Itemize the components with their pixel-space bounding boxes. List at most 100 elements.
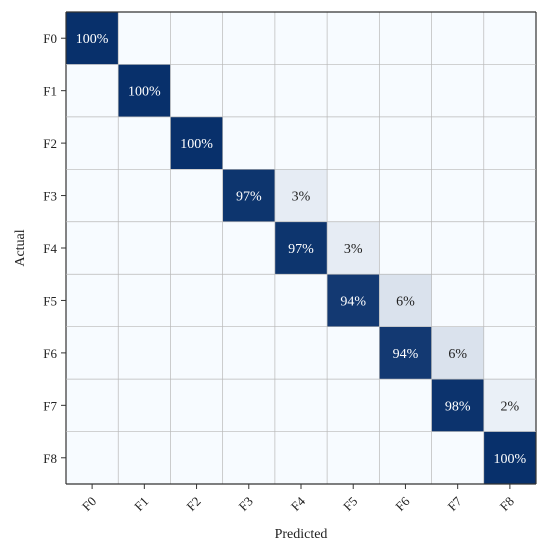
y-tick-label-F4: F4 bbox=[43, 241, 57, 256]
heatmap-cell-F4-F8 bbox=[483, 221, 536, 275]
heatmap-cell-F5-F8 bbox=[483, 274, 536, 327]
heatmap-cell-F2-F4 bbox=[274, 116, 328, 170]
cell-label-F2-F2: 100% bbox=[180, 137, 213, 152]
heatmap-cell-F7-F5 bbox=[327, 379, 380, 432]
heatmap-cell-F2-F5 bbox=[327, 116, 380, 170]
y-tick-label-F7: F7 bbox=[43, 398, 57, 413]
heatmap-cell-F0-F4 bbox=[274, 12, 328, 65]
heatmap-cell-F5-F4 bbox=[274, 274, 328, 327]
y-tick-label-F5: F5 bbox=[43, 293, 57, 308]
heatmap-cell-F0-F5 bbox=[327, 12, 380, 65]
heatmap-cell-F4-F7 bbox=[431, 221, 484, 275]
heatmap-cell-F4-F1 bbox=[118, 221, 171, 275]
y-tick-label-F0: F0 bbox=[43, 31, 57, 46]
x-tick-labels: F0 F1 F2 F3 F4 F5 F6 F7 F8 bbox=[79, 484, 517, 514]
heatmap-cell-F2-F6 bbox=[379, 116, 432, 170]
heatmap-cell-F1-F2 bbox=[170, 64, 223, 117]
heatmap-cell-F5-F3 bbox=[222, 274, 275, 327]
heatmap-cell-F0-F1 bbox=[118, 12, 171, 65]
heatmap-cell-F5-F7 bbox=[431, 274, 484, 327]
y-axis-label: Actual bbox=[13, 229, 28, 266]
heatmap-cell-F3-F4 bbox=[274, 169, 328, 222]
heatmap-cell-F2-F2 bbox=[170, 116, 223, 170]
heatmap-cell-F6-F2 bbox=[170, 326, 223, 380]
heatmap-cell-F8-F5 bbox=[327, 431, 380, 484]
heatmap-cell-F4-F5 bbox=[327, 221, 380, 275]
heatmap-cell-F8-F7 bbox=[431, 431, 484, 484]
y-tick-labels: F0 F1 F2 F3 F4 F5 F6 F7 F8 bbox=[43, 31, 66, 466]
heatmap-cell-F5-F1 bbox=[118, 274, 171, 327]
heatmap-cell-F6-F4 bbox=[274, 326, 328, 380]
heatmap-cell-F1-F1 bbox=[118, 64, 171, 117]
cell-label-F5-F5: 94% bbox=[340, 294, 366, 309]
heatmap-cell-F3-F1 bbox=[118, 169, 171, 222]
heatmap-cell-F8-F6 bbox=[379, 431, 432, 484]
cell-label-F7-F8: 2% bbox=[501, 399, 520, 414]
x-tick-label-F1: F1 bbox=[131, 494, 151, 514]
cell-label-F8-F8: 100% bbox=[494, 452, 527, 467]
cell-labels: 100% 100% 100% 97% 3% 97% 3% 94% 6% 94% 6% 98% 2% 100… bbox=[76, 32, 527, 467]
heatmap-cell-F1-F6 bbox=[379, 64, 432, 117]
heatmap-cell-F1-F5 bbox=[327, 64, 380, 117]
heatmap-cell-F7-F1 bbox=[118, 379, 171, 432]
heatmap-cell-F4-F4 bbox=[274, 221, 328, 275]
cell-label-F3-F3: 97% bbox=[236, 190, 262, 205]
x-tick-label-F0: F0 bbox=[79, 494, 99, 514]
cell-label-F6-F6: 94% bbox=[393, 347, 419, 362]
heatmap-cell-F0-F3 bbox=[222, 12, 275, 65]
heatmap-cell-F6-F3 bbox=[222, 326, 275, 380]
heatmap-cell-F2-F7 bbox=[431, 116, 484, 170]
heatmap-cell-F3-F6 bbox=[379, 169, 432, 222]
heatmap-cell-F4-F0 bbox=[66, 221, 119, 275]
x-axis-label: Predicted bbox=[275, 527, 328, 542]
cell-label-F3-F4: 3% bbox=[292, 190, 311, 205]
heatmap-cell-F6-F8 bbox=[483, 326, 536, 380]
heatmap-cell-F3-F3 bbox=[222, 169, 275, 222]
heatmap-cell-F6-F5 bbox=[327, 326, 380, 380]
heatmap-cell-F0-F0 bbox=[66, 12, 119, 65]
cell-label-F0-F0: 100% bbox=[76, 32, 109, 47]
heatmap-cell-F1-F7 bbox=[431, 64, 484, 117]
heatmap-cell-F3-F7 bbox=[431, 169, 484, 222]
heatmap-cell-F7-F4 bbox=[274, 379, 328, 432]
heatmap-cell-F8-F2 bbox=[170, 431, 223, 484]
heatmap-cell-F7-F6 bbox=[379, 379, 432, 432]
cell-label-F4-F4: 97% bbox=[288, 242, 314, 257]
heatmap-cell-F5-F2 bbox=[170, 274, 223, 327]
heatmap-cell-F0-F7 bbox=[431, 12, 484, 65]
heatmap-cell-F5-F5 bbox=[327, 274, 380, 327]
heatmap-cell-F6-F0 bbox=[66, 326, 119, 380]
x-tick-label-F7: F7 bbox=[444, 493, 465, 514]
heatmap-cell-F0-F8 bbox=[483, 12, 536, 65]
heatmap-cell-F8-F8 bbox=[483, 431, 536, 484]
heatmap-cell-F7-F3 bbox=[222, 379, 275, 432]
cell-label-F1-F1: 100% bbox=[128, 85, 161, 100]
x-tick-label-F2: F2 bbox=[183, 494, 203, 514]
y-tick-label-F3: F3 bbox=[43, 189, 57, 204]
heatmap-cell-F4-F2 bbox=[170, 221, 223, 275]
heatmap-cell-F0-F2 bbox=[170, 12, 223, 65]
y-tick-label-F8: F8 bbox=[43, 451, 57, 466]
heatmap-cell-F3-F2 bbox=[170, 169, 223, 222]
heatmap-cell-F5-F6 bbox=[379, 274, 432, 327]
heatmap-cell-F1-F8 bbox=[483, 64, 536, 117]
cell-label-F5-F6: 6% bbox=[396, 294, 415, 309]
heatmap-cell-F6-F1 bbox=[118, 326, 171, 380]
heatmap-cell-F6-F6 bbox=[379, 326, 432, 380]
heatmap-cell-F0-F6 bbox=[379, 12, 432, 65]
x-tick-label-F5: F5 bbox=[340, 494, 360, 514]
heatmap-cell-F7-F2 bbox=[170, 379, 223, 432]
heatmap-cell-F8-F4 bbox=[274, 431, 328, 484]
heatmap-cell-F1-F4 bbox=[274, 64, 328, 117]
cell-label-F4-F5: 3% bbox=[344, 242, 363, 257]
heatmap-cell-F8-F1 bbox=[118, 431, 171, 484]
heatmap-cell-F8-F3 bbox=[222, 431, 275, 484]
heatmap-cell-F1-F3 bbox=[222, 64, 275, 117]
heatmap-cell-F5-F0 bbox=[66, 274, 119, 327]
heatmap-cell-F3-F8 bbox=[483, 169, 536, 222]
cell-label-F6-F7: 6% bbox=[448, 347, 467, 362]
heatmap-cell-F1-F0 bbox=[66, 64, 119, 117]
heatmap-cell-F2-F0 bbox=[66, 116, 119, 170]
heatmap-cell-F3-F0 bbox=[66, 169, 119, 222]
